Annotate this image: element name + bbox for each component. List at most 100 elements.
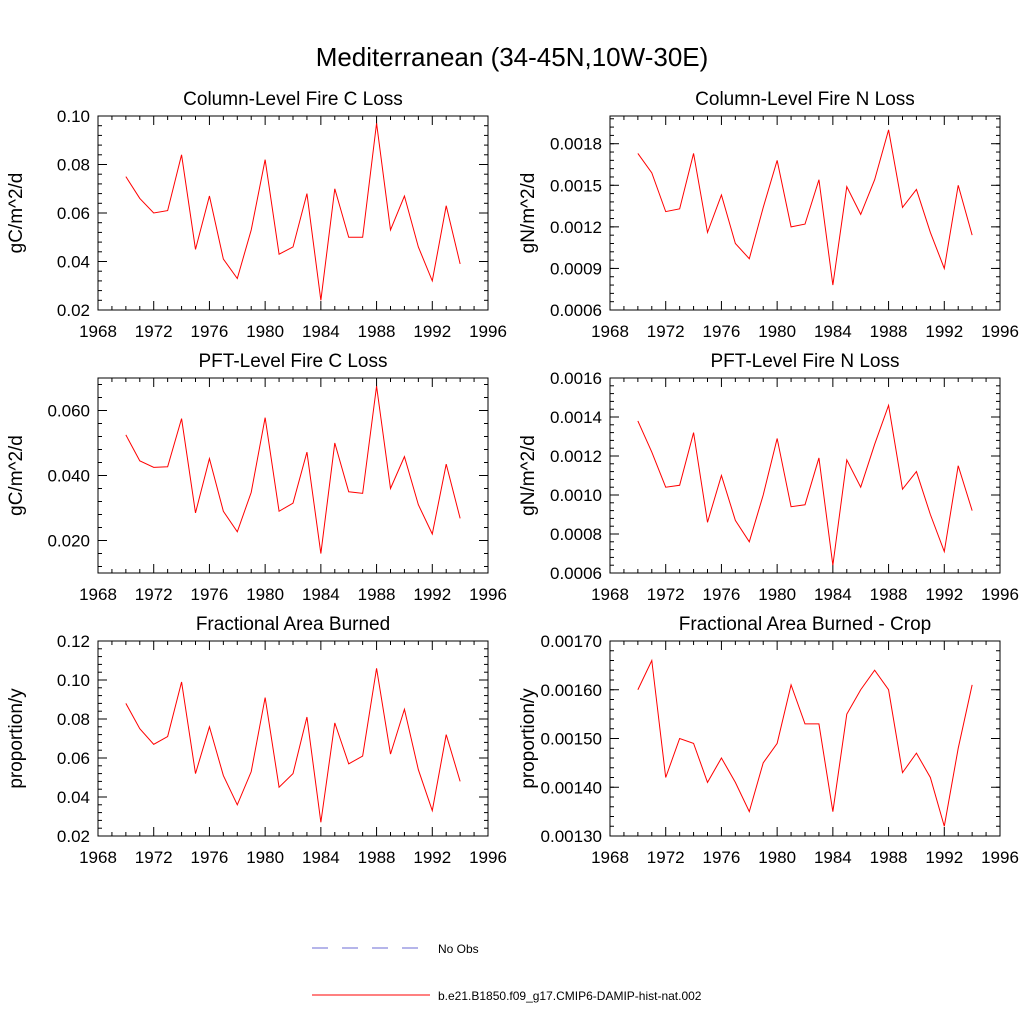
y-tick-label: 0.02: [57, 301, 90, 320]
chart-panel-3: PFT-Level Fire C Loss gC/m^2/d 1968 1972 197…: [6, 351, 507, 604]
x-tick-label: 1972: [135, 322, 173, 341]
chart-panel-4: PFT-Level Fire N Loss gN/m^2/d 1968 1972 197…: [518, 351, 1019, 604]
legend-label-1: No Obs: [438, 942, 479, 956]
y-tick-label: 0.040: [47, 467, 90, 486]
x-tick-label: 1992: [925, 585, 963, 604]
x-tick-label: 1976: [703, 848, 741, 867]
series-line-1: [125, 386, 461, 554]
x-tick-label: 1980: [758, 585, 796, 604]
x-tick-label: 1972: [647, 585, 685, 604]
x-tick-label: 1980: [758, 322, 796, 341]
y-tick-label: 0.10: [57, 107, 90, 126]
x-tick-label: 1968: [591, 848, 629, 867]
y-tick-label: 0.0006: [550, 564, 602, 583]
x-tick-label: 1984: [302, 848, 340, 867]
panel-title: Fractional Area Burned - Crop: [679, 614, 931, 635]
x-tick-label: 1984: [302, 322, 340, 341]
y-axis-label: proportion/y: [518, 688, 539, 789]
x-tick-label: 1992: [413, 322, 451, 341]
x-tick-label: 1972: [647, 848, 685, 867]
panel-title: Column-Level Fire N Loss: [695, 89, 915, 110]
x-tick-label: 1972: [647, 322, 685, 341]
y-axis-label: gC/m^2/d: [6, 173, 27, 254]
y-tick-label: 0.00130: [541, 827, 602, 846]
plot-frame: [609, 640, 1001, 837]
x-tick-label: 1996: [469, 322, 507, 341]
y-tick-label: 0.00150: [541, 730, 602, 749]
y-tick-label: 0.08: [57, 156, 90, 175]
x-tick-label: 1976: [191, 322, 229, 341]
x-tick-label: 1988: [358, 848, 396, 867]
x-tick-label: 1996: [469, 848, 507, 867]
x-tick-label: 1968: [591, 322, 629, 341]
series-line-1: [125, 123, 461, 301]
y-tick-label: 0.0012: [550, 218, 602, 237]
plot-frame: [97, 377, 489, 574]
y-tick-label: 0.10: [57, 671, 90, 690]
y-tick-label: 0.12: [57, 632, 90, 651]
x-tick-label: 1988: [870, 585, 908, 604]
chart-panel-1: Column-Level Fire C Loss gC/m^2/d 1968 1972…: [6, 89, 507, 341]
y-tick-label: 0.0008: [550, 525, 602, 544]
panel-title: Fractional Area Burned: [196, 614, 390, 635]
x-tick-label: 1996: [469, 585, 507, 604]
x-tick-label: 1988: [870, 322, 908, 341]
x-tick-label: 1992: [925, 848, 963, 867]
x-tick-label: 1992: [413, 585, 451, 604]
figure-title: Mediterranean (34-45N,10W-30E): [316, 42, 709, 72]
y-tick-label: 0.0014: [550, 408, 602, 427]
y-tick-label: 0.0010: [550, 486, 602, 505]
panel-title: Column-Level Fire C Loss: [183, 89, 403, 110]
x-tick-label: 1992: [413, 848, 451, 867]
y-tick-label: 0.04: [57, 788, 90, 807]
x-tick-label: 1984: [814, 848, 852, 867]
y-tick-label: 0.020: [47, 532, 90, 551]
y-axis-label: proportion/y: [6, 688, 27, 789]
x-tick-label: 1996: [981, 585, 1019, 604]
y-tick-label: 0.0018: [550, 135, 602, 154]
x-tick-label: 1976: [191, 848, 229, 867]
x-tick-label: 1976: [191, 585, 229, 604]
y-axis-label: gN/m^2/d: [518, 435, 539, 516]
series-line-1: [125, 668, 461, 823]
x-tick-label: 1980: [758, 848, 796, 867]
y-tick-label: 0.0015: [550, 176, 602, 195]
y-tick-label: 0.0006: [550, 301, 602, 320]
y-tick-label: 0.0012: [550, 447, 602, 466]
y-tick-label: 0.04: [57, 253, 90, 272]
x-tick-label: 1968: [79, 322, 117, 341]
y-tick-label: 0.0016: [550, 369, 602, 388]
x-tick-label: 1980: [246, 585, 284, 604]
series-line-1: [637, 403, 973, 566]
x-tick-label: 1968: [591, 585, 629, 604]
x-tick-label: 1984: [814, 322, 852, 341]
x-tick-label: 1976: [703, 585, 741, 604]
y-tick-label: 0.00140: [541, 778, 602, 797]
x-tick-label: 1972: [135, 848, 173, 867]
y-tick-label: 0.0009: [550, 259, 602, 278]
panel-title: PFT-Level Fire N Loss: [711, 351, 900, 372]
y-tick-label: 0.06: [57, 204, 90, 223]
x-tick-label: 1988: [870, 848, 908, 867]
legend-label-2: b.e21.B1850.f09_g17.CMIP6-DAMIP-hist-nat…: [438, 989, 702, 1003]
x-tick-label: 1988: [358, 585, 396, 604]
y-tick-label: 0.00160: [541, 681, 602, 700]
y-tick-label: 0.00170: [541, 632, 602, 651]
x-tick-label: 1996: [981, 848, 1019, 867]
x-tick-label: 1980: [246, 848, 284, 867]
x-tick-label: 1984: [814, 585, 852, 604]
chart-panels: Column-Level Fire C Loss gC/m^2/d 1968 1972…: [6, 89, 1019, 867]
x-tick-label: 1992: [925, 322, 963, 341]
x-tick-label: 1976: [703, 322, 741, 341]
series-line-1: [637, 658, 973, 827]
x-tick-label: 1980: [246, 322, 284, 341]
series-line-1: [637, 129, 973, 286]
x-tick-label: 1996: [981, 322, 1019, 341]
chart-panel-6: Fractional Area Burned - Crop proportion/…: [518, 614, 1019, 867]
y-tick-label: 0.08: [57, 710, 90, 729]
chart-panel-5: Fractional Area Burned proportion/y 1968 19…: [6, 614, 507, 867]
y-tick-label: 0.02: [57, 827, 90, 846]
y-axis-label: gN/m^2/d: [518, 173, 539, 254]
chart-panel-2: Column-Level Fire N Loss gN/m^2/d 1968 1972…: [518, 89, 1019, 341]
